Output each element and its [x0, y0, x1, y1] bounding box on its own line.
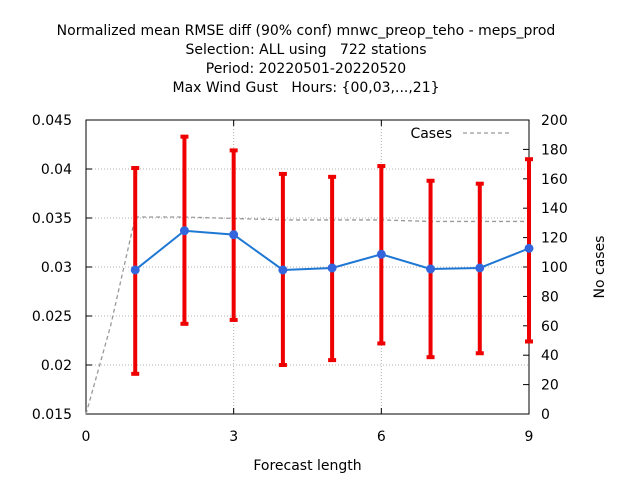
axis-ticks: 0.0150.020.0250.030.0350.040.04502040608… — [32, 113, 568, 445]
x-axis-label: Forecast length — [253, 458, 361, 474]
y2-tick-label: 120 — [541, 231, 568, 247]
x-tick-label: 0 — [82, 429, 91, 445]
y2-tick-label: 0 — [541, 407, 550, 423]
y-tick-label: 0.04 — [41, 162, 72, 178]
data-point — [524, 243, 534, 253]
y2-tick-label: 160 — [541, 172, 568, 188]
data-point — [475, 263, 485, 273]
data-point — [426, 264, 436, 274]
legend-label: Cases — [410, 126, 452, 142]
y2-tick-label: 180 — [541, 142, 568, 158]
data-point — [327, 263, 337, 273]
chart-title: Normalized mean RMSE diff (90% conf) mnw… — [57, 23, 556, 96]
y-tick-label: 0.03 — [41, 260, 72, 276]
error-bars — [131, 134, 533, 376]
y2-tick-label: 60 — [541, 319, 559, 335]
title-line: Max Wind Gust Hours: {00,03,...,21} — [172, 80, 439, 96]
y2-tick-label: 40 — [541, 348, 559, 364]
x-tick-label: 6 — [377, 429, 386, 445]
data-point — [130, 265, 140, 275]
y2-tick-label: 80 — [541, 289, 559, 305]
y-tick-label: 0.035 — [32, 211, 72, 227]
y2-tick-label: 140 — [541, 201, 568, 217]
y2-tick-label: 20 — [541, 378, 559, 394]
y-tick-label: 0.015 — [32, 407, 72, 423]
y2-tick-label: 200 — [541, 113, 568, 129]
data-point — [229, 230, 239, 240]
x-tick-label: 3 — [229, 429, 238, 445]
title-line: Selection: ALL using 722 stations — [185, 42, 426, 58]
y2-axis-label: No cases — [592, 236, 608, 299]
rmse-series — [130, 226, 534, 275]
y2-tick-label: 100 — [541, 260, 568, 276]
title-line: Period: 20220501-20220520 — [206, 61, 406, 77]
title-line: Normalized mean RMSE diff (90% conf) mnw… — [57, 23, 556, 39]
y-tick-label: 0.025 — [32, 309, 72, 325]
y-tick-label: 0.02 — [41, 358, 72, 374]
grid — [86, 120, 529, 414]
data-point — [278, 265, 288, 275]
y-tick-label: 0.045 — [32, 113, 72, 129]
x-tick-label: 9 — [525, 429, 534, 445]
data-point — [376, 249, 386, 259]
legend: Cases — [410, 126, 512, 142]
data-point — [179, 226, 189, 236]
